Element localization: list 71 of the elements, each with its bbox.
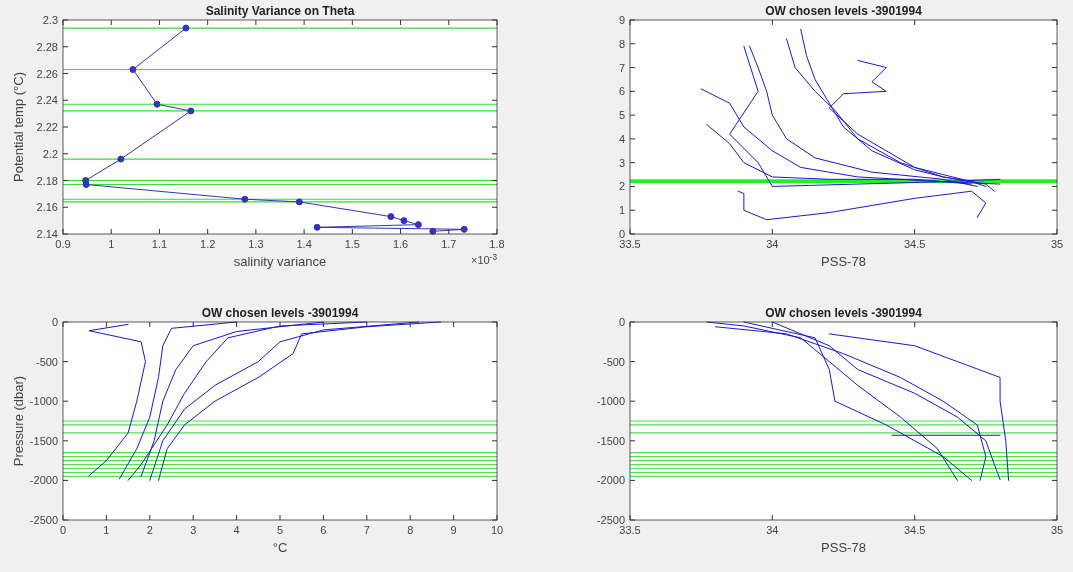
x-tick-label: 1 [108,238,115,250]
y-tick-label: 2.3 [42,14,58,26]
x-tick-label: 6 [320,524,327,536]
x-tick-label: 1.5 [344,238,360,250]
x-axis-title: PSS-78 [821,254,866,269]
x-tick-label: 5 [276,524,284,536]
y-tick-label: 2.24 [36,94,58,107]
y-tick-label: -2000 [596,474,625,487]
y-tick-label: 2 [618,180,625,193]
x-tick-label: 9 [450,524,457,536]
y-tick-label: 7 [618,61,625,74]
x-tick-label: 34 [766,238,779,250]
x-axis-title: salinity variance [233,254,327,269]
chart-title: OW chosen levels -3901994 [765,306,923,320]
chart-title: OW chosen levels -3901994 [765,4,923,18]
x-tick-label: 34 [766,524,779,536]
y-tick-label: 0 [51,316,58,328]
y-tick-label: -500 [602,355,625,368]
x-tick-label: 1.1 [151,238,168,250]
chart-title: Salinity Variance on Theta [205,4,355,18]
x-tick-label: 34.5 [903,524,926,536]
x-tick-label: 10 [490,524,504,536]
y-tick-label: -2000 [29,474,58,487]
x-tick-label: 1.7 [441,238,457,250]
y-tick-label: 2.18 [36,174,58,187]
x-tick-label: 2 [146,524,153,536]
y-tick-label: 2.16 [36,201,58,214]
y-tick-label: 8 [618,37,625,50]
x-tick-label: 35 [1050,524,1064,536]
x-axis-title: PSS-78 [821,540,866,555]
x-tick-label: 0.9 [55,238,71,250]
y-tick-label: 2.22 [36,121,58,133]
y-axis-title: Pressure (dbar) [11,375,26,467]
x-tick-label: 1.4 [296,238,312,250]
y-tick-label: -2500 [596,514,625,526]
y-tick-label: 2.14 [36,228,58,240]
x-tick-label: 1.2 [200,238,216,250]
y-tick-label: 4 [618,132,625,145]
x-tick-label: 7 [363,524,370,536]
y-tick-label: 5 [618,109,625,122]
x-tick-label: 8 [407,524,414,536]
chart-title: OW chosen levels -3901994 [201,306,359,320]
y-tick-label: 3 [618,156,625,169]
x-tick-label: 35 [1050,238,1064,250]
x-tick-label: 1 [103,524,110,536]
y-tick-label: -500 [35,355,58,368]
y-tick-label: 6 [618,85,625,98]
y-tick-label: 1 [618,204,625,217]
y-tick-label: 0 [618,228,625,240]
x-axis-title: °C [272,540,288,555]
x-tick-label: 1.8 [489,238,505,250]
y-tick-label: 9 [618,14,625,26]
y-tick-label: -1000 [29,395,58,408]
y-tick-label: -1500 [596,434,625,447]
text: ×10$^{-3}$ [470,252,498,266]
y-tick-label: 2.28 [36,40,58,53]
x-tick-label: 33.5 [619,524,641,536]
x-tick-label: 33.5 [619,238,641,250]
y-axis-title: Potential temp (°C) [11,72,26,182]
y-tick-label: 2.26 [36,67,58,80]
x-tick-label: 0 [59,524,67,536]
y-tick-label: -2500 [29,514,58,526]
y-tick-label: -1500 [29,434,58,447]
x-tick-label: 1.3 [248,238,264,250]
y-tick-label: 0 [618,316,625,328]
x-tick-label: 3 [190,524,197,536]
y-tick-label: 2.2 [42,147,58,160]
y-tick-label: -1000 [596,395,625,408]
x-tick-label: 1.6 [392,238,409,250]
x-tick-label: 4 [233,524,240,536]
x-tick-label: 34.5 [903,238,926,250]
